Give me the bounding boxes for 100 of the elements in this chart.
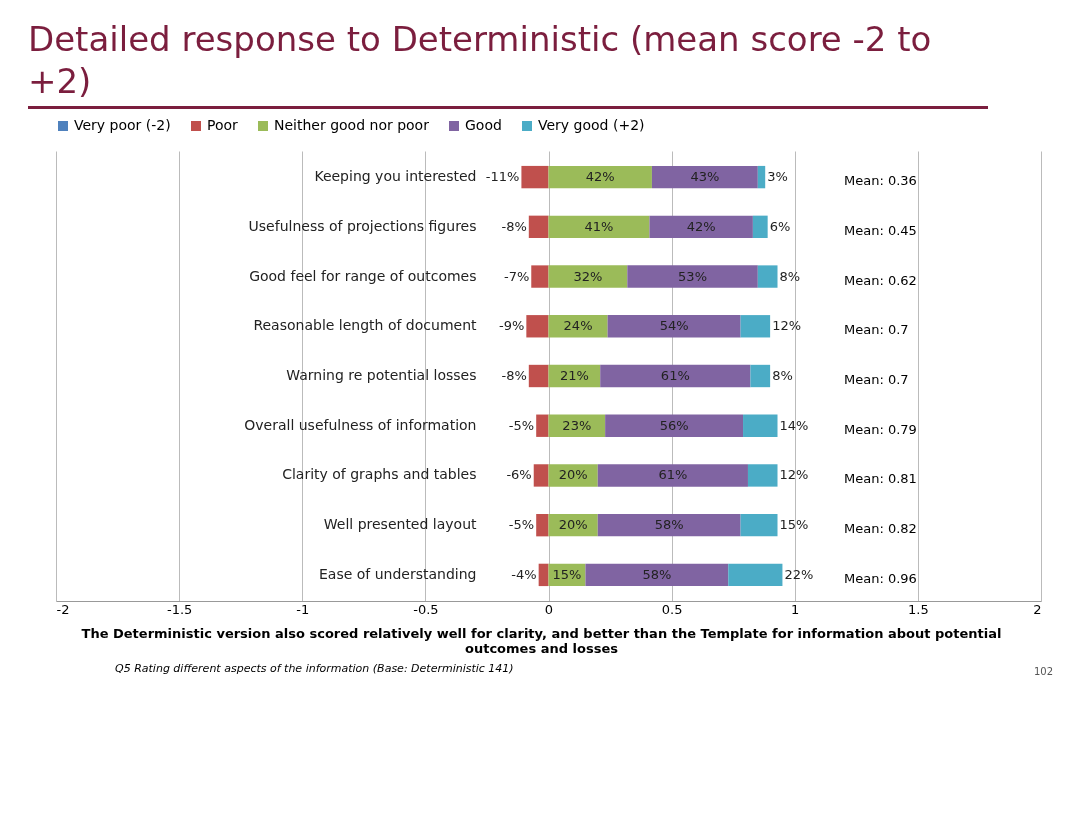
bar (757, 265, 778, 288)
bar (538, 563, 549, 587)
data-label: 42% (686, 218, 716, 234)
x-tick-label: 2 (1033, 601, 1042, 617)
annotation: Mean: 0.81 (844, 471, 917, 487)
chart-title: Detailed response to Deterministic (mean score -2 to +2) (28, 18, 988, 109)
x-tick-label: -1 (296, 601, 310, 617)
data-label: -6% (506, 467, 532, 483)
bar (548, 215, 650, 239)
legend-label: Very poor (-2) (74, 117, 171, 133)
bar (548, 165, 652, 189)
y-tick-label: Warning re potential losses (286, 367, 477, 383)
data-label: 61% (660, 368, 690, 383)
data-label: -11% (485, 169, 520, 185)
bar (533, 464, 549, 487)
data-label: -4% (511, 566, 537, 582)
legend-label: Neither good nor poor (274, 117, 430, 133)
bar (627, 265, 758, 288)
y-tick-label: Reasonable length of document (253, 317, 477, 334)
x-tick-label: -1.5 (166, 601, 193, 617)
data-label: 41% (584, 218, 614, 234)
bar (752, 215, 768, 239)
data-label: 61% (658, 467, 688, 483)
data-label: 56% (659, 417, 689, 433)
data-label: 3% (767, 169, 788, 185)
bar (585, 563, 729, 587)
data-label: 54% (659, 318, 689, 334)
bar (536, 414, 549, 437)
text: The Deterministic version also scored relatively well for clarity, and better than the Template for information about potential outcomes and losses (80, 626, 1003, 656)
bar (649, 215, 753, 239)
bar (548, 265, 628, 288)
annotation: Mean: 0.7 (844, 322, 909, 338)
legend-label: Good (465, 117, 502, 133)
y-tick-label: Good feel for range of outcomes (249, 267, 477, 284)
data-label: 6% (769, 218, 791, 234)
bar (600, 364, 751, 388)
data-label: 12% (772, 318, 802, 334)
data-label: 8% (772, 368, 793, 383)
bar (740, 315, 771, 338)
bar (757, 165, 766, 189)
data-label: -5% (508, 517, 535, 533)
bar (597, 464, 748, 487)
data-label: 12% (779, 467, 809, 483)
text: Q5 Rating different aspects of the information (Base: Deterministic 141) (115, 662, 514, 675)
y-tick-label: Ease of understanding (319, 565, 477, 582)
data-label: 22% (784, 566, 814, 582)
data-label: -5% (508, 417, 535, 433)
bar (528, 215, 549, 239)
annotation: Mean: 0.96 (844, 570, 917, 586)
data-label: 14% (779, 417, 809, 433)
bar (531, 265, 549, 288)
y-tick-label: Well presented layout (323, 516, 478, 533)
data-label: -8% (501, 368, 527, 383)
annotation: Mean: 0.82 (844, 521, 917, 537)
annotation: Mean: 0.45 (844, 222, 917, 238)
x-tick-label: -2 (56, 601, 70, 617)
legend-label: Very good (+2) (538, 117, 645, 133)
data-label: 58% (642, 566, 672, 582)
bar (743, 414, 778, 437)
legend-label: Poor (207, 117, 239, 133)
data-label: 58% (654, 517, 684, 533)
y-tick-label: Overall usefulness of information (244, 416, 477, 433)
bar (605, 414, 744, 437)
data-label: 20% (558, 517, 588, 533)
data-label: -7% (503, 268, 530, 284)
data-label: 24% (563, 318, 593, 334)
bar (521, 165, 549, 189)
data-label: 15% (552, 566, 582, 582)
data-label: 21% (559, 368, 589, 383)
bar (597, 513, 741, 537)
x-tick-label: 0 (544, 601, 554, 617)
bar (728, 563, 783, 587)
annotation: Mean: 0.36 (844, 173, 917, 189)
bar (740, 513, 778, 537)
x-tick-label: -0.5 (413, 601, 439, 617)
bar (528, 364, 549, 388)
y-tick-label: Usefulness of projections figures (248, 217, 477, 234)
bar (607, 315, 741, 338)
bar (750, 364, 771, 388)
annotation: Mean: 0.7 (844, 372, 909, 387)
data-label: -9% (499, 318, 525, 334)
bar (747, 464, 778, 487)
text: 102 (1033, 666, 1053, 677)
bar (526, 315, 549, 338)
data-label: 8% (779, 268, 801, 284)
data-label: 42% (585, 169, 615, 185)
bar (536, 513, 549, 537)
data-label: 23% (562, 417, 592, 433)
data-label: 20% (558, 467, 588, 483)
data-label: 43% (690, 169, 720, 185)
x-tick-label: 0.5 (661, 601, 683, 617)
y-tick-label: Clarity of graphs and tables (282, 466, 477, 483)
data-label: 53% (678, 268, 708, 284)
y-tick-label: Keeping you interested (314, 168, 477, 185)
data-label: 32% (573, 268, 603, 284)
annotation: Mean: 0.79 (844, 421, 917, 437)
bar (651, 165, 758, 189)
data-label: 15% (779, 517, 809, 533)
annotation: Mean: 0.62 (844, 272, 917, 288)
data-label: -8% (501, 218, 527, 234)
